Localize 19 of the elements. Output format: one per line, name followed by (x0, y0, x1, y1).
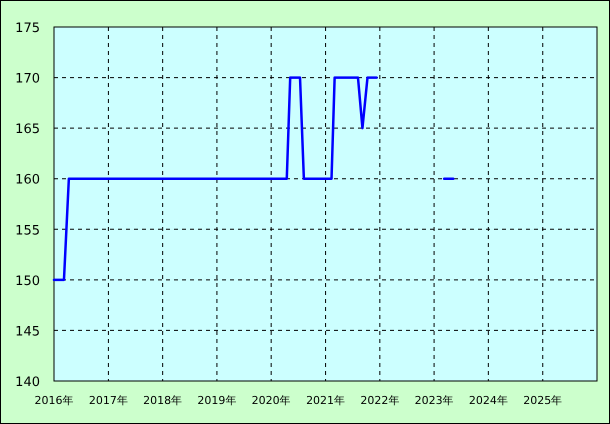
x-tick-label: 2020年 (252, 394, 291, 407)
y-tick-label: 140 (15, 375, 40, 390)
x-tick-label: 2023年 (414, 394, 454, 407)
y-tick-label: 155 (15, 223, 40, 238)
x-tick-label: 2024年 (468, 394, 508, 407)
x-tick-label: 2016年 (34, 394, 74, 407)
y-tick-label: 160 (15, 172, 40, 188)
x-tick-label: 2018年 (143, 394, 182, 407)
y-tick-label: 170 (15, 72, 40, 87)
x-tick-label: 2021年 (306, 394, 346, 407)
x-tick-label: 2025年 (523, 394, 562, 407)
x-tick-label: 2017年 (88, 394, 128, 407)
y-tick-label: 165 (15, 122, 40, 138)
x-tick-label: 2019年 (197, 394, 236, 407)
line-series (52, 76, 378, 282)
y-tick-label: 175 (15, 21, 40, 36)
y-tick-label: 145 (15, 324, 40, 340)
y-tick-label: 150 (15, 274, 40, 289)
x-tick-label: 2022年 (360, 394, 400, 407)
